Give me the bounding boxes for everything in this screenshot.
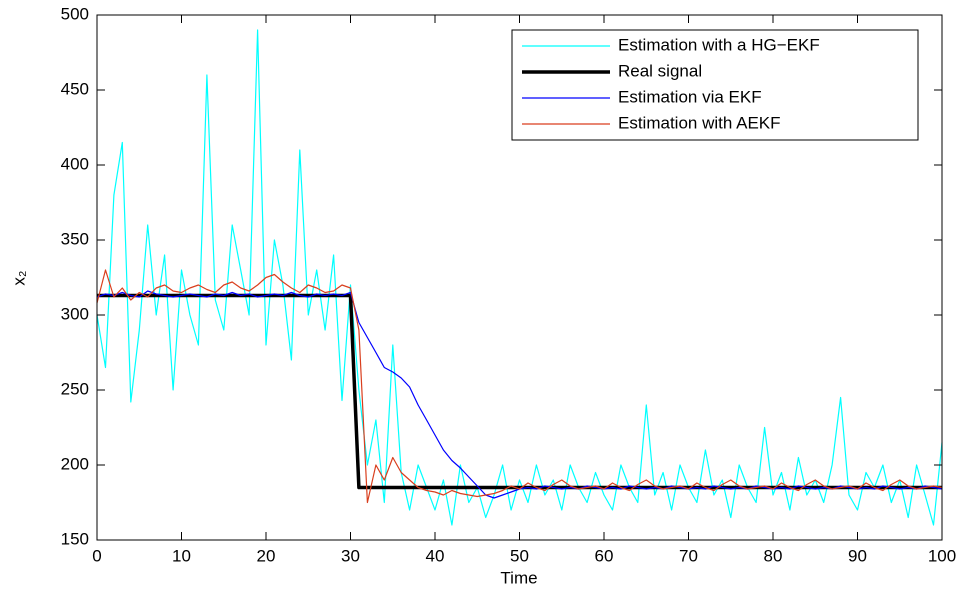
y-tick-label: 350 xyxy=(61,229,89,248)
x-tick-label: 20 xyxy=(257,546,276,565)
x-tick-label: 80 xyxy=(764,546,783,565)
x-tick-label: 10 xyxy=(172,546,191,565)
y-tick-label: 500 xyxy=(61,4,89,23)
x-tick-label: 40 xyxy=(426,546,445,565)
x-tick-label: 70 xyxy=(679,546,698,565)
legend-label: Real signal xyxy=(618,61,702,80)
y-axis-label: x₂ xyxy=(9,270,28,285)
series-line xyxy=(96,269,943,504)
x-tick-label: 60 xyxy=(595,546,614,565)
y-tick-label: 150 xyxy=(61,529,89,548)
x-tick-label: 90 xyxy=(848,546,867,565)
x-axis-label: Time xyxy=(500,568,537,587)
y-tick-label: 400 xyxy=(61,154,89,173)
legend-box xyxy=(511,29,919,141)
x-tick-label: 30 xyxy=(341,546,360,565)
legend-label: Estimation with a HG−EKF xyxy=(618,35,820,54)
y-tick-label: 200 xyxy=(61,454,89,473)
y-tick-label: 300 xyxy=(61,304,89,323)
x-tick-label: 0 xyxy=(92,546,101,565)
y-tick-label: 250 xyxy=(61,379,89,398)
legend-label: Estimation via EKF xyxy=(618,87,762,106)
y-tick-label: 450 xyxy=(61,79,89,98)
series-line xyxy=(96,29,943,526)
x-tick-label: 100 xyxy=(928,546,956,565)
x-tick-label: 50 xyxy=(510,546,529,565)
legend-label: Estimation with AEKF xyxy=(618,113,781,132)
series-line xyxy=(97,293,942,490)
